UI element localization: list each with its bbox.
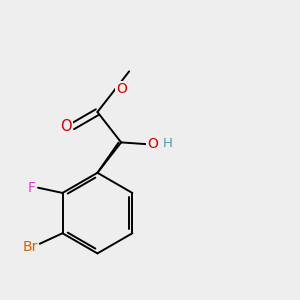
Text: O: O	[60, 119, 72, 134]
Text: O: O	[147, 137, 158, 151]
Text: F: F	[28, 181, 36, 195]
Text: O: O	[116, 82, 127, 96]
Text: Br: Br	[22, 240, 38, 254]
Text: H: H	[163, 136, 173, 150]
